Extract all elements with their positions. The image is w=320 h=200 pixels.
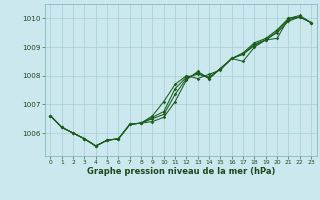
X-axis label: Graphe pression niveau de la mer (hPa): Graphe pression niveau de la mer (hPa) xyxy=(87,167,275,176)
